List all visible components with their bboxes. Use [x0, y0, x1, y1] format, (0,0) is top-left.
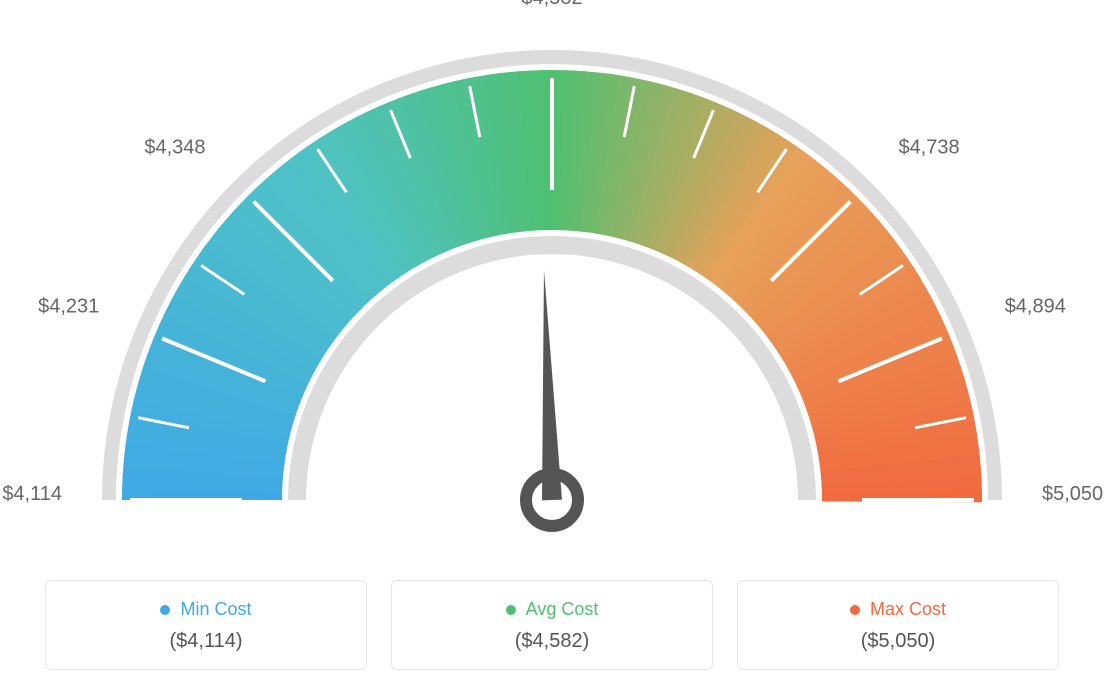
gauge-chart: $4,114 $4,231 $4,348 $4,582 $4,738 $4,894 $5,0… [0, 0, 1104, 560]
legend-title: Min Cost [160, 599, 251, 620]
gauge-tick-label: $4,738 [898, 137, 959, 159]
legend-card: Avg Cost ($4,582) [391, 580, 713, 670]
legend-title: Avg Cost [506, 599, 599, 620]
legend-dot-icon [850, 605, 860, 615]
gauge-chart-container: $4,114 $4,231 $4,348 $4,582 $4,738 $4,894 $5,0… [0, 0, 1104, 690]
gauge-tick-label: $4,348 [144, 137, 205, 159]
gauge-tick-label: $4,114 [2, 483, 62, 505]
legend-label: Avg Cost [526, 599, 599, 620]
legend-row: Min Cost ($4,114) Avg Cost ($4,582) Max Cost… [0, 580, 1104, 670]
gauge-tick-label: $5,050 [1042, 483, 1103, 505]
legend-label: Max Cost [870, 599, 946, 620]
gauge-needle [542, 270, 562, 500]
legend-dot-icon [506, 605, 516, 615]
gauge-tick-label: $4,231 [38, 295, 99, 317]
legend-value: ($5,050) [748, 630, 1048, 653]
legend-value: ($4,114) [56, 630, 356, 653]
gauge-tick-label: $4,582 [521, 0, 582, 9]
legend-dot-icon [160, 605, 170, 615]
gauge-tick-label: $4,894 [1005, 295, 1066, 317]
legend-label: Min Cost [180, 599, 251, 620]
legend-value: ($4,582) [402, 630, 702, 653]
legend-card: Max Cost ($5,050) [737, 580, 1059, 670]
legend-card: Min Cost ($4,114) [45, 580, 367, 670]
legend-title: Max Cost [850, 599, 946, 620]
